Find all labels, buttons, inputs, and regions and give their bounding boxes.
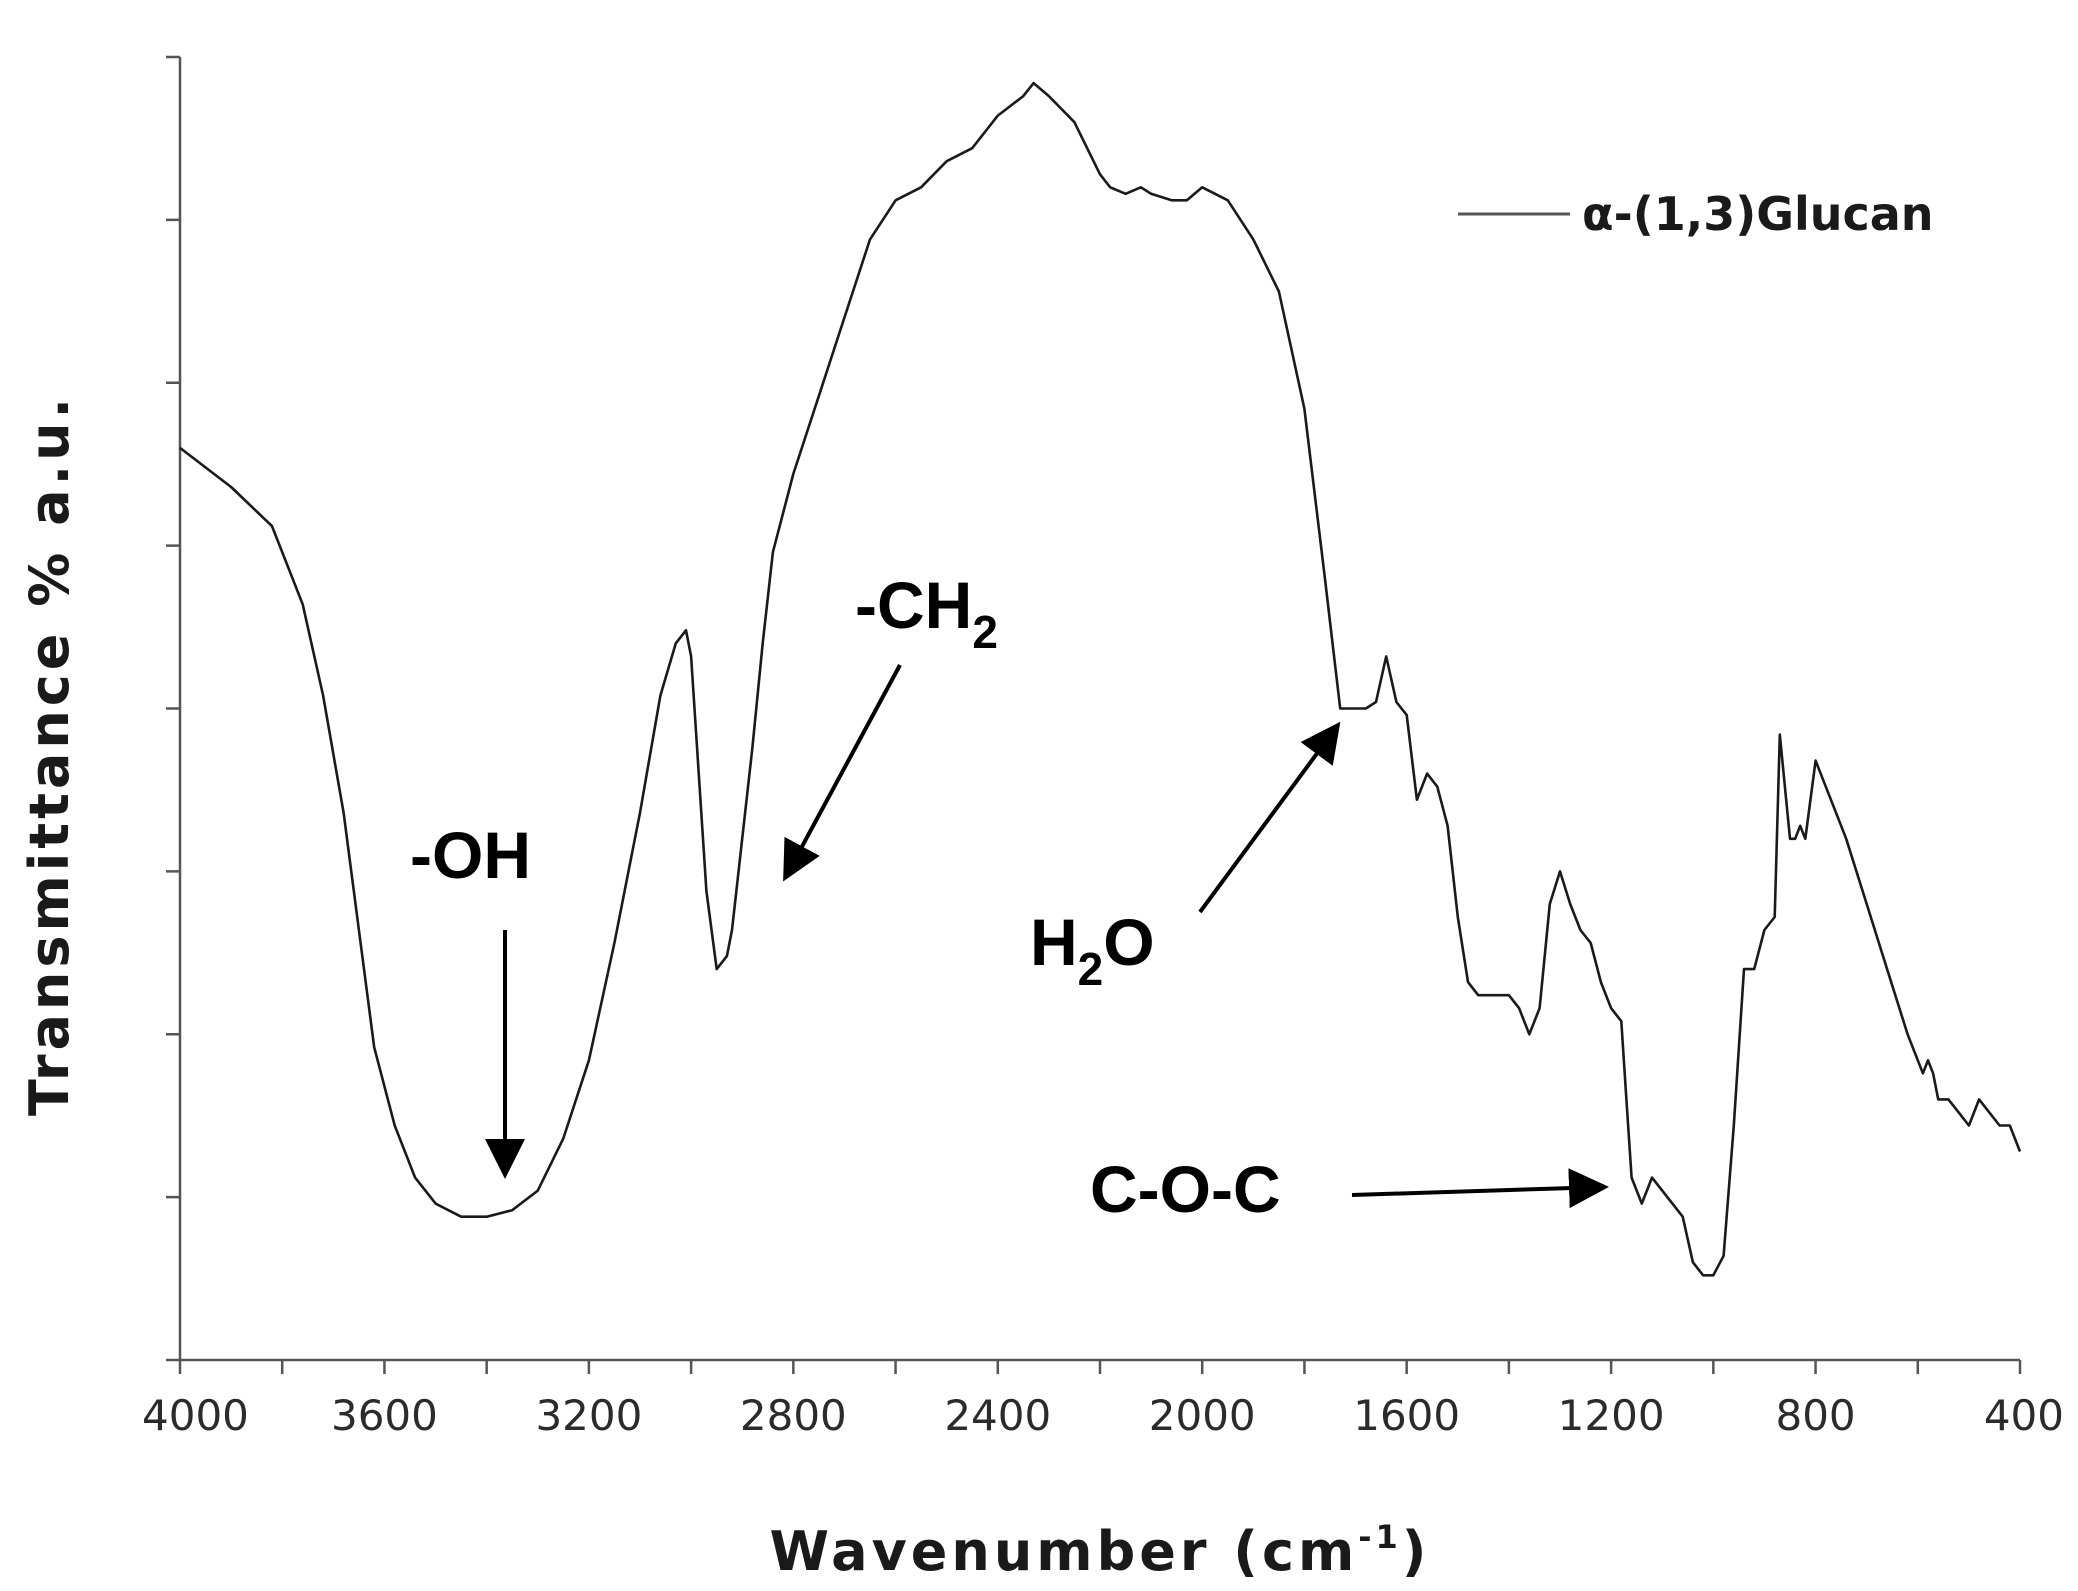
annotation-ch2-arrow xyxy=(783,664,902,882)
x-tick-label: 400 xyxy=(1984,1391,2064,1440)
x-tick-label: 2800 xyxy=(740,1391,847,1440)
annotation-h2o-arrow xyxy=(1198,721,1341,914)
x-axis-tick-labels: 4000 3600 3200 2800 2400 2000 1600 1200 800 400 xyxy=(142,1391,2064,1440)
legend: α-(1,3)Glucan xyxy=(1458,187,1934,241)
x-tick-label: 3200 xyxy=(535,1391,642,1440)
x-axis-ticks xyxy=(178,1360,2022,1374)
legend-label: α-(1,3)Glucan xyxy=(1582,187,1934,241)
x-tick-label: 4000 xyxy=(142,1391,249,1440)
x-tick-label: 1600 xyxy=(1353,1391,1460,1440)
annotation-oh-label: -OH xyxy=(410,818,531,892)
series-line-glucan xyxy=(179,81,2022,1277)
x-tick-label: 2000 xyxy=(1149,1391,1256,1440)
annotation-ch2: -CH2 xyxy=(783,568,998,882)
annotation-coc-arrow xyxy=(1351,1168,1609,1209)
annotation-oh: -OH xyxy=(410,818,531,1179)
y-axis-ticks xyxy=(166,55,180,1362)
x-tick-label: 3600 xyxy=(331,1391,438,1440)
annotation-h2o: H2O xyxy=(1030,721,1341,995)
x-tick-label: 800 xyxy=(1775,1391,1855,1440)
annotation-coc: C-O-C xyxy=(1090,1152,1609,1226)
annotation-ch2-label: -CH2 xyxy=(855,568,998,658)
y-axis-title: Transmittance % a.u. xyxy=(18,394,81,1116)
annotation-h2o-label: H2O xyxy=(1030,905,1155,995)
x-axis-title: Wavenumber (cm-1) xyxy=(770,1518,1431,1583)
annotation-coc-label: C-O-C xyxy=(1090,1152,1281,1226)
x-tick-label: 2400 xyxy=(944,1391,1051,1440)
x-tick-label: 1200 xyxy=(1558,1391,1665,1440)
